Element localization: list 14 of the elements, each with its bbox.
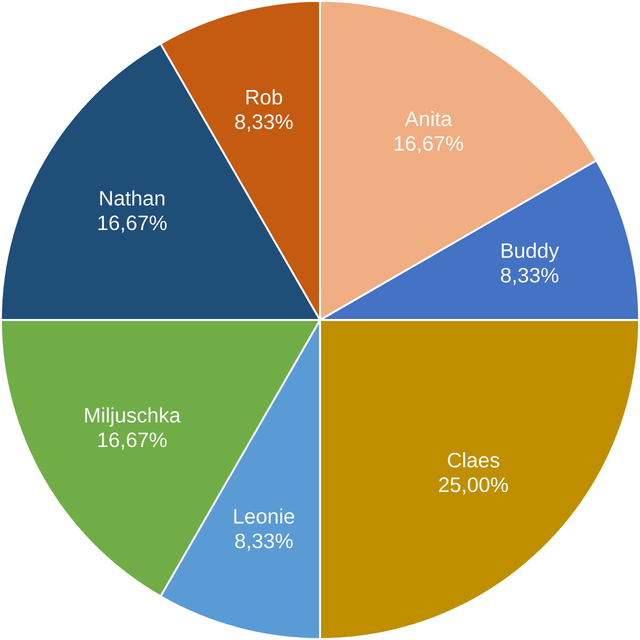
slice-label: Rob	[246, 89, 282, 105]
slice-label: Miljuschka	[85, 407, 181, 427]
data-label: 8,33%	[235, 114, 293, 132]
data-label: 16,67%	[394, 136, 464, 154]
data-label: 16,67%	[98, 432, 167, 450]
data-label: 25,00%	[439, 477, 508, 495]
data-label: 16,67%	[98, 215, 167, 233]
slice-label: Claes	[448, 452, 500, 468]
slice-label: Buddy	[502, 242, 560, 262]
data-label: 8,33%	[500, 268, 558, 286]
slice-label: Leonie	[234, 508, 294, 524]
slice-label: Anita	[404, 110, 452, 126]
slice-label: Nathan	[100, 190, 164, 206]
data-label: 8,33%	[235, 534, 293, 551]
